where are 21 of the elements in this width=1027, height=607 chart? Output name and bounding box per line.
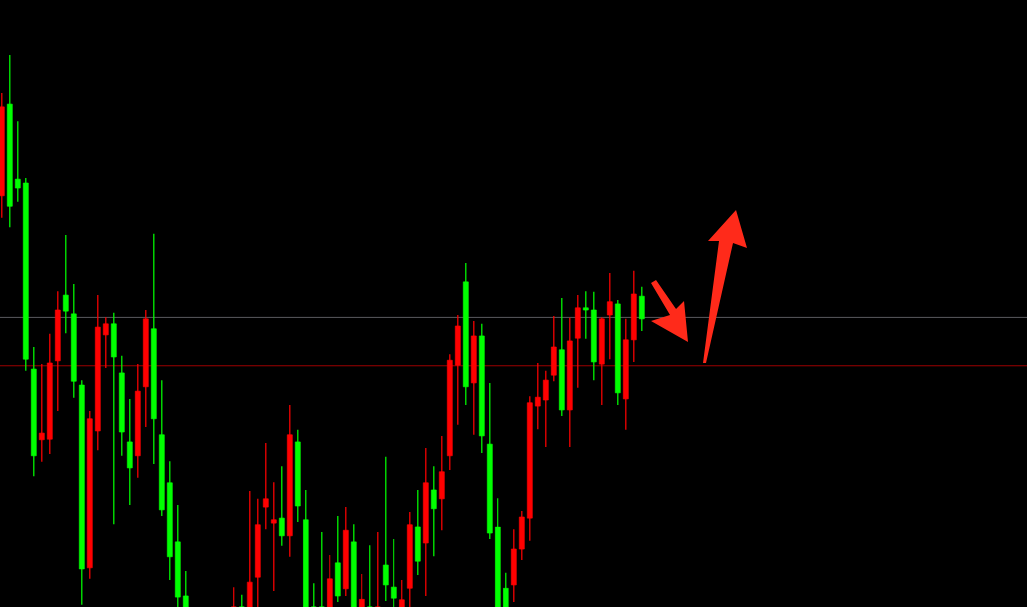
candlestick: [38, 363, 45, 463]
candlestick: [102, 316, 109, 369]
candlestick: [382, 456, 389, 602]
candlestick: [278, 465, 285, 547]
candlestick: [374, 531, 381, 607]
candlestick: [270, 481, 277, 592]
candlestick: [366, 544, 373, 607]
candlestick: [398, 579, 405, 607]
candlestick: [230, 586, 237, 607]
candlestick: [62, 234, 69, 334]
candlestick: [582, 290, 589, 340]
candlestick: [534, 362, 541, 430]
candlestick: [310, 582, 317, 607]
candlestick: [430, 465, 437, 557]
candlestick: [606, 272, 613, 360]
candlestick: [262, 442, 269, 530]
candlestick: [302, 489, 309, 607]
candlestick: [638, 286, 645, 332]
candlestick: [542, 370, 549, 448]
candlestick: [14, 120, 21, 203]
candlestick: [318, 531, 325, 607]
